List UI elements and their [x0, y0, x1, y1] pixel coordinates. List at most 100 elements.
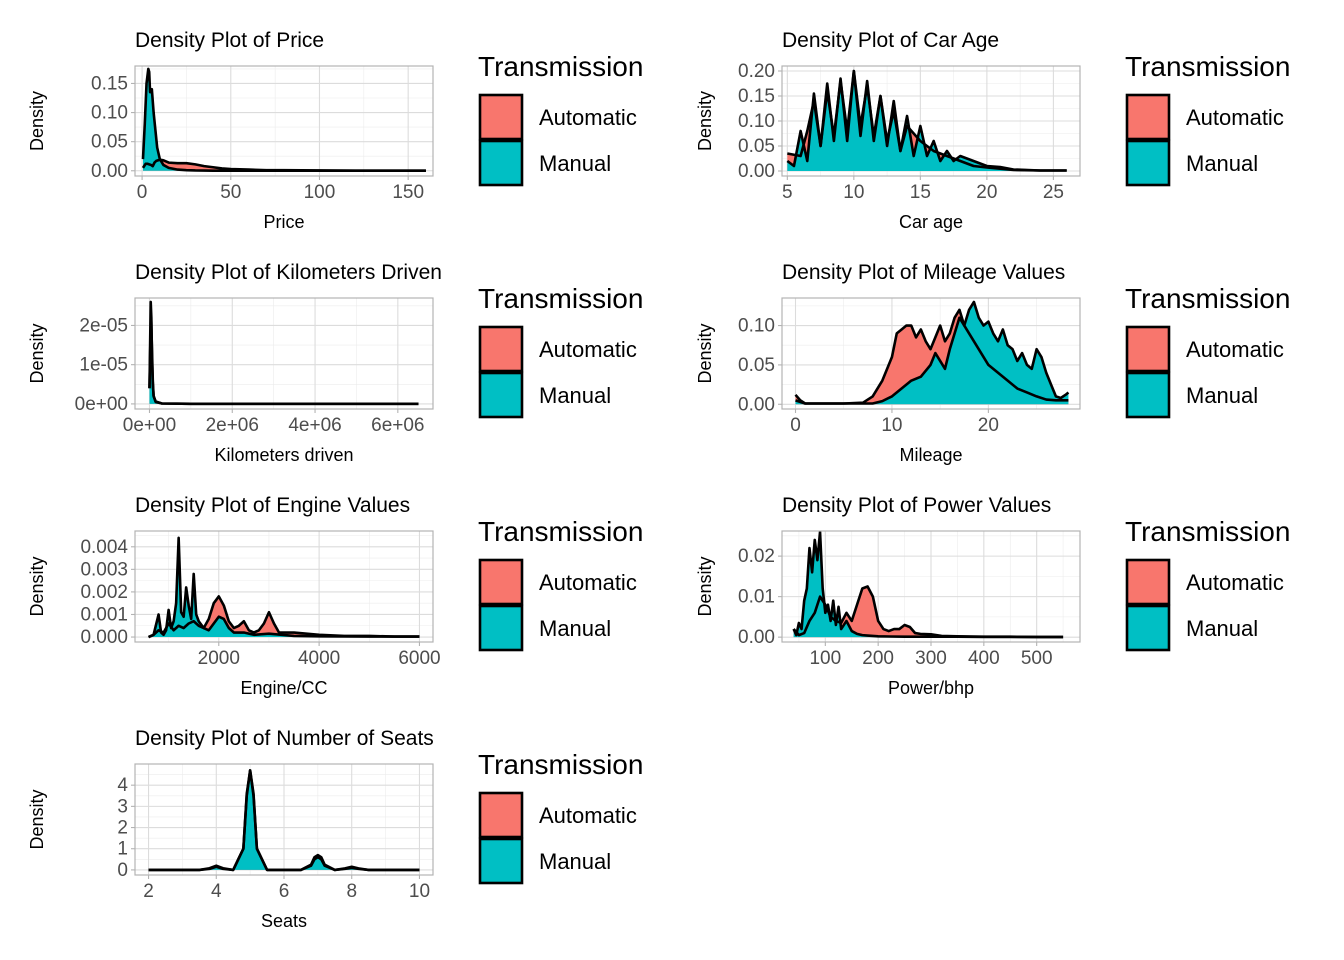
x-tick-label: 100 — [304, 182, 336, 203]
y-axis-label: Density — [27, 556, 47, 616]
y-tick-label: 0.05 — [91, 132, 128, 153]
x-axis-label: Price — [263, 212, 304, 232]
chart-title: Density Plot of Kilometers Driven — [135, 261, 442, 284]
chart-title: Density Plot of Number of Seats — [135, 727, 434, 750]
y-tick-label: 2 — [117, 818, 128, 839]
legend-title: Transmission — [478, 51, 643, 82]
legend: Transmission Automatic Manual — [478, 51, 643, 187]
density-area-manual — [149, 301, 419, 404]
chart-title: Density Plot of Power Values — [782, 494, 1051, 517]
x-tick-label: 500 — [1021, 648, 1053, 669]
y-tick-label: 0.001 — [80, 604, 128, 625]
y-tick-label: 1 — [117, 839, 128, 860]
legend: Transmission Automatic Manual — [1125, 283, 1290, 419]
x-tick-label: 10 — [409, 881, 430, 902]
x-tick-label: 2 — [143, 881, 154, 902]
y-tick-label: 3 — [117, 796, 128, 817]
x-axis-label: Engine/CC — [240, 678, 327, 698]
x-tick-label: 6000 — [398, 648, 440, 669]
legend: Transmission Automatic Manual — [1125, 516, 1290, 652]
legend: Transmission Automatic Manual — [478, 283, 643, 419]
legend-label-manual: Manual — [539, 849, 611, 874]
x-tick-label: 10 — [881, 415, 902, 436]
legend: Transmission Automatic Manual — [1125, 51, 1290, 187]
y-tick-label: 0.20 — [738, 61, 775, 82]
y-tick-label: 0.002 — [80, 582, 128, 603]
panel-border — [781, 297, 1081, 410]
legend-key-automatic — [1125, 93, 1171, 141]
y-tick-label: 0 — [117, 860, 128, 881]
y-tick-label: 0.10 — [738, 316, 775, 337]
legend-key-manual — [478, 604, 524, 652]
y-tick-label: 0.000 — [80, 627, 128, 648]
y-tick-label: 0.003 — [80, 559, 128, 580]
density-area-manual — [793, 531, 1064, 638]
density-line-automatic — [794, 308, 1069, 405]
y-tick-label: 1e-05 — [79, 355, 128, 376]
chart-title: Density Plot of Mileage Values — [782, 261, 1065, 284]
density-area-automatic — [793, 586, 1064, 638]
chart-panel: 0e+00 2e+06 4e+06 6e+06 0e+00 1e-05 2e-05 Densi… — [27, 261, 643, 465]
density-line-manual — [148, 769, 420, 872]
legend-title: Transmission — [1125, 51, 1290, 82]
x-tick-label: 100 — [809, 648, 841, 669]
legend-title: Transmission — [478, 516, 643, 547]
legend-label-manual: Manual — [539, 616, 611, 641]
legend-key-automatic — [478, 558, 524, 606]
y-tick-label: 0.15 — [91, 73, 128, 94]
density-line-manual — [786, 69, 1067, 172]
density-area-manual — [787, 71, 1067, 171]
legend-label-automatic: Automatic — [539, 337, 637, 362]
chart-panel: 100 200 300 400 500 0.00 0.01 0.02 Density Plot … — [695, 494, 1290, 698]
y-tick-label: 4 — [117, 775, 128, 796]
x-axis-label: Power/bhp — [888, 678, 974, 698]
legend-key-manual — [478, 139, 524, 187]
legend-key-manual — [1125, 604, 1171, 652]
y-axis-label: Density — [27, 91, 47, 151]
density-area-manual — [795, 301, 1069, 405]
y-tick-label: 0.02 — [738, 546, 775, 567]
legend-label-manual: Manual — [539, 151, 611, 176]
x-axis-label: Seats — [261, 911, 307, 931]
chart-panel: 5 10 15 20 25 0.00 0.05 0.10 0.15 0.20 Density Plo… — [695, 29, 1290, 232]
y-tick-label: 0.10 — [738, 111, 775, 132]
density-line-manual — [795, 300, 1070, 405]
x-axis-label: Car age — [899, 212, 963, 232]
x-tick-label: 150 — [392, 182, 424, 203]
legend-key-automatic — [1125, 558, 1171, 606]
legend-title: Transmission — [478, 749, 643, 780]
chart-title: Density Plot of Price — [135, 29, 324, 52]
x-tick-label: 200 — [862, 648, 894, 669]
y-axis-label: Density — [695, 556, 715, 616]
density-line-manual — [148, 300, 419, 406]
y-tick-label: 0.10 — [91, 103, 128, 124]
y-tick-label: 0.004 — [80, 537, 128, 558]
x-tick-label: 20 — [978, 415, 999, 436]
y-axis-label: Density — [695, 91, 715, 151]
density-line-automatic — [148, 316, 419, 406]
x-tick-label: 0 — [790, 415, 801, 436]
density-area-automatic — [149, 317, 419, 404]
y-axis-label: Density — [27, 789, 47, 849]
legend-key-manual — [478, 837, 524, 885]
legend-label-manual: Manual — [1186, 383, 1258, 408]
x-tick-label: 6 — [279, 881, 290, 902]
plot-area — [148, 769, 420, 872]
legend-label-automatic: Automatic — [539, 105, 637, 130]
plot-area — [786, 69, 1067, 172]
y-tick-label: 0.05 — [738, 355, 775, 376]
x-axis-label: Mileage — [899, 445, 962, 465]
legend-key-manual — [478, 371, 524, 419]
plot-area — [794, 300, 1070, 405]
panel-border — [134, 530, 434, 643]
plot-area — [792, 531, 1064, 639]
legend-key-manual — [1125, 139, 1171, 187]
y-axis-label: Density — [27, 323, 47, 383]
x-tick-label: 0 — [137, 182, 148, 203]
density-area-manual — [142, 68, 426, 171]
x-tick-label: 0e+00 — [123, 415, 176, 436]
density-line-manual — [148, 536, 420, 639]
legend: Transmission Automatic Manual — [478, 516, 643, 652]
